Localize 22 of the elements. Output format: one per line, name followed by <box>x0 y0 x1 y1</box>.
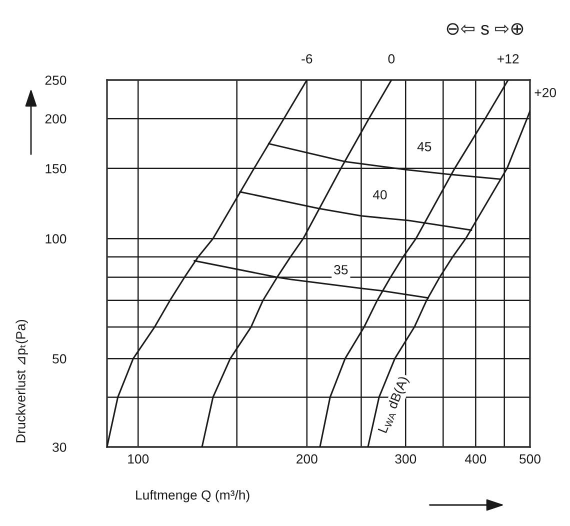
x-tick-label: 300 <box>395 454 416 464</box>
x-tick-label: 500 <box>520 454 540 464</box>
y-tick-label: 250 <box>45 76 66 85</box>
y-tick-label: 200 <box>45 114 66 124</box>
annotation: L$_{WA}$ dB(A) <box>377 376 411 434</box>
y-tick-label: 100 <box>46 234 66 244</box>
series-label: +20 <box>534 88 556 98</box>
x-tick-label: 400 <box>464 454 486 464</box>
y-axis-title: Druckverlust ⊿pₜ(Pa) <box>16 320 28 442</box>
annotation: 45 <box>417 142 432 152</box>
x-axis-title: Luftmenge Q (m³/h) <box>136 490 250 502</box>
text: ⊖⇦ s ⇨⊕ <box>446 23 524 35</box>
series-label: 0 <box>388 54 395 64</box>
x-tick-label: 100 <box>128 454 149 464</box>
y-tick-label: 30 <box>52 442 66 452</box>
annotation: 40 <box>372 190 387 200</box>
x-tick-label: 200 <box>296 454 318 464</box>
annotation: 35 <box>334 265 348 274</box>
series-label: +12 <box>498 54 519 64</box>
series-label: -6 <box>302 54 312 64</box>
y-tick-label: 150 <box>46 164 66 174</box>
y-tick-label: 50 <box>52 354 66 364</box>
